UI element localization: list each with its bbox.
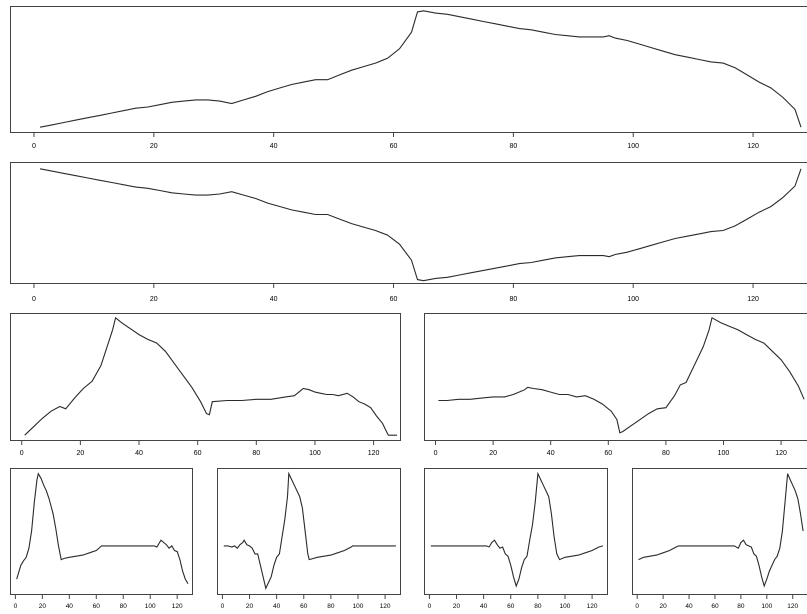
x-tick-label: 20: [246, 603, 254, 610]
plot-frame: [424, 468, 608, 595]
x-tick-label: 60: [194, 450, 202, 457]
x-tick-label: 20: [453, 603, 461, 610]
x-tick-label: 80: [509, 296, 517, 303]
x-tick-label: 40: [273, 603, 281, 610]
panel-1: 0 20 40 60 80 100 120: [10, 6, 807, 150]
x-tick-label: 0: [428, 603, 432, 610]
plot-frame: [10, 6, 807, 133]
panel-7: 0 20 40 60 80 100 120: [424, 468, 608, 610]
x-tick-label: 120: [787, 603, 798, 610]
x-tick-label: 100: [353, 603, 364, 610]
x-tick-label: 0: [14, 603, 18, 610]
x-tick-label: 0: [20, 450, 24, 457]
x-tick-label: 120: [587, 603, 598, 610]
x-tick-label: 20: [39, 603, 47, 610]
panel-3: 0 20 40 60 80 100 120: [10, 313, 401, 457]
panel-4: 0 20 40 60 80 100 120: [424, 313, 807, 457]
x-tick-label: 0: [32, 143, 36, 150]
x-tick-label: 20: [150, 296, 158, 303]
x-tick-label: 60: [300, 603, 308, 610]
series-line: [438, 316, 805, 434]
panel-6: 0 20 40 60 80 100 120: [217, 468, 401, 610]
x-tick-label: 100: [309, 450, 321, 457]
x-tick-label: 120: [368, 450, 380, 457]
x-tick-label: 80: [252, 450, 260, 457]
x-tick-label: 80: [120, 603, 128, 610]
x-tick-label: 0: [221, 603, 225, 610]
x-tick-label: 40: [66, 603, 74, 610]
x-tick-label: 80: [509, 143, 517, 150]
x-tick-label: 80: [662, 450, 670, 457]
plot-frame: [632, 468, 807, 595]
series-line: [39, 10, 802, 128]
x-tick-label: 40: [270, 143, 278, 150]
series-line: [16, 472, 189, 584]
plot-frame: [424, 313, 807, 441]
x-tick-label: 60: [93, 603, 101, 610]
x-tick-label: 0: [32, 296, 36, 303]
x-tick-label: 60: [604, 450, 612, 457]
x-tick-label: 120: [380, 603, 391, 610]
x-tick-label: 80: [327, 603, 335, 610]
x-tick-label: 100: [145, 603, 156, 610]
x-tick-label: 100: [627, 296, 639, 303]
x-tick-label: 40: [547, 450, 555, 457]
x-tick-label: 40: [270, 296, 278, 303]
series-line: [430, 471, 604, 588]
x-tick-label: 120: [775, 450, 787, 457]
x-tick-label: 0: [434, 450, 438, 457]
x-tick-label: 120: [747, 296, 759, 303]
x-tick-label: 60: [711, 603, 719, 610]
x-tick-label: 20: [659, 603, 667, 610]
x-tick-label: 100: [627, 143, 639, 150]
x-tick-label: 40: [135, 450, 143, 457]
x-tick-label: 80: [737, 603, 745, 610]
x-tick-label: 20: [150, 143, 158, 150]
x-tick-label: 40: [685, 603, 693, 610]
plot-frame: [217, 468, 401, 595]
x-tick-label: 40: [480, 603, 488, 610]
panel-8: 0 20 40 60 80 100 120: [632, 468, 807, 610]
x-tick-label: 0: [635, 603, 639, 610]
panel-2: 0 20 40 60 80 100 120: [10, 162, 807, 303]
x-tick-label: 20: [76, 450, 84, 457]
series-line: [638, 473, 804, 588]
x-tick-label: 100: [560, 603, 571, 610]
x-tick-label: 120: [747, 143, 759, 150]
x-tick-label: 100: [718, 450, 730, 457]
series-line: [24, 316, 398, 436]
series-line: [39, 168, 802, 282]
panel-5: 0 20 40 60 80 100 120: [10, 468, 193, 610]
plot-frame: [10, 468, 193, 595]
plot-frame: [10, 313, 401, 441]
x-tick-label: 60: [390, 143, 398, 150]
x-tick-label: 20: [489, 450, 497, 457]
x-tick-label: 120: [172, 603, 183, 610]
x-tick-label: 60: [507, 603, 515, 610]
x-tick-label: 60: [390, 296, 398, 303]
x-tick-label: 80: [534, 603, 542, 610]
series-line: [223, 471, 396, 590]
plot-frame: [10, 162, 807, 284]
x-tick-label: 100: [761, 603, 772, 610]
